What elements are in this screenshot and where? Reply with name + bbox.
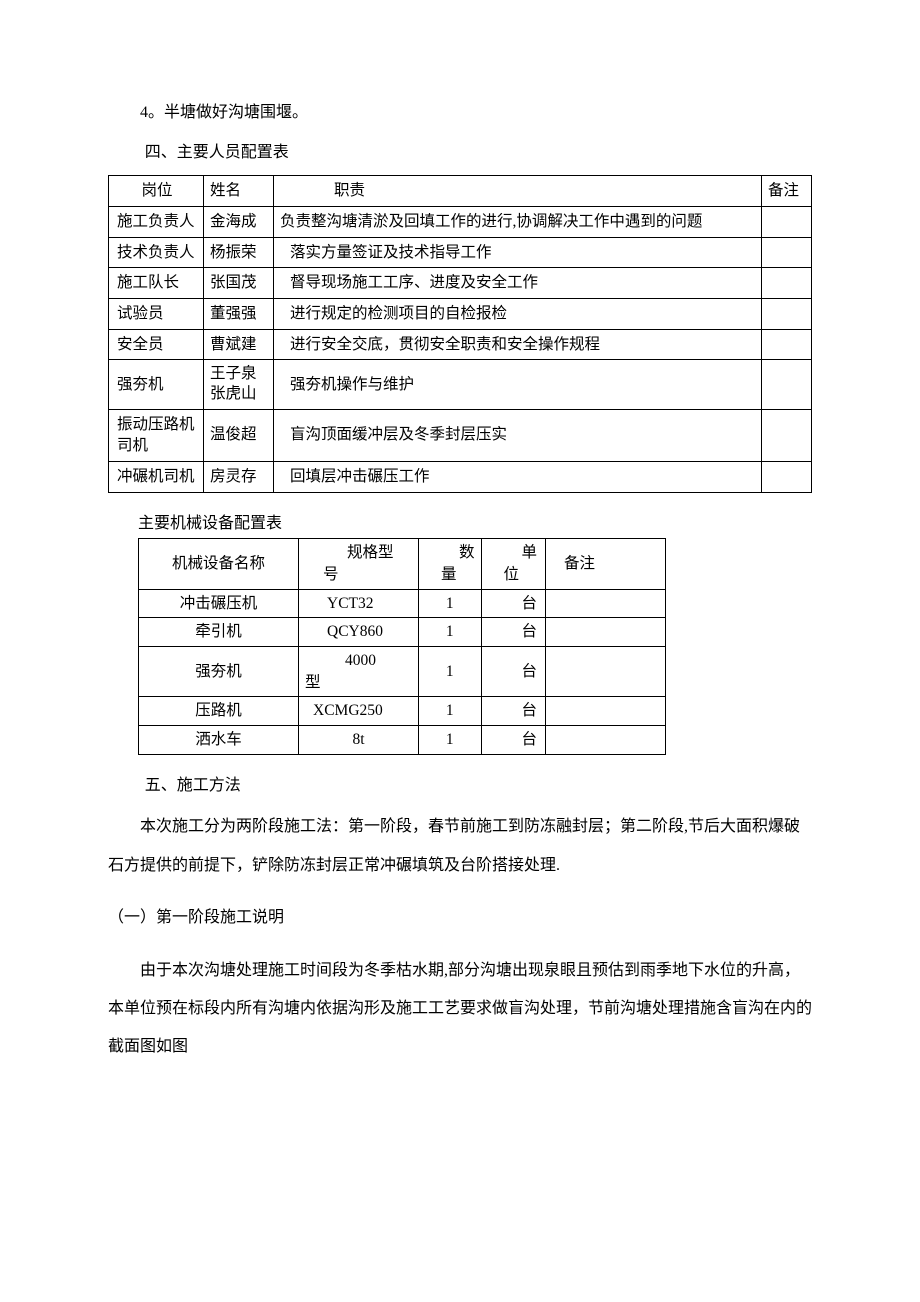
cell-duty: 回填层冲击碾压工作 bbox=[274, 461, 762, 492]
th-model-l1: 规格型 bbox=[323, 544, 394, 561]
cell-unit: 台 bbox=[481, 589, 546, 618]
cell-note bbox=[762, 409, 812, 461]
section-4-title: 四、主要人员配置表 bbox=[108, 140, 812, 166]
table-header-row: 岗位 姓名 职责 备注 bbox=[109, 176, 812, 207]
th-qty: 数量 bbox=[419, 539, 482, 589]
subsection-1-para: 由于本次沟塘处理施工时间段为冬季枯水期,部分沟塘出现泉眼且预估到雨季地下水位的升… bbox=[108, 952, 812, 1067]
cell-note bbox=[762, 298, 812, 329]
equipment-table: 机械设备名称 规格型号 数量 单位 备注 冲击碾压机 YCT32 1 台 牵引机… bbox=[138, 538, 666, 755]
table-row: 冲击碾压机 YCT32 1 台 bbox=[139, 589, 666, 618]
cell-qty: 1 bbox=[419, 726, 482, 755]
cell-unit: 台 bbox=[481, 618, 546, 647]
cell-position: 施工负责人 bbox=[109, 206, 204, 237]
personnel-table: 岗位 姓名 职责 备注 施工负责人 金海成 负责整沟塘清淤及回填工作的进行,协调… bbox=[108, 175, 812, 492]
cell-duty: 盲沟顶面缓冲层及冬季封层压实 bbox=[274, 409, 762, 461]
cell-model: XCMG250 bbox=[299, 697, 419, 726]
cell-model: 8t bbox=[299, 726, 419, 755]
cell-model-l1: 4000 bbox=[305, 652, 376, 669]
subsection-1-title: （一）第一阶段施工说明 bbox=[108, 899, 812, 937]
cell-position: 安全员 bbox=[109, 329, 204, 360]
table-row: 技术负责人 杨振荣 落实方量签证及技术指导工作 bbox=[109, 237, 812, 268]
th-duty: 职责 bbox=[274, 176, 762, 207]
cell-model: 4000 型 bbox=[299, 647, 419, 697]
cell-model-l2: 型 bbox=[305, 674, 321, 691]
cell-duty: 进行安全交底，贯彻安全职责和安全操作规程 bbox=[274, 329, 762, 360]
table-row: 强夯机 王子泉 张虎山 强夯机操作与维护 bbox=[109, 360, 812, 409]
table-row: 试验员 董强强 进行规定的检测项目的自检报检 bbox=[109, 298, 812, 329]
cell-position: 技术负责人 bbox=[109, 237, 204, 268]
table-row: 压路机 XCMG250 1 台 bbox=[139, 697, 666, 726]
cell-note bbox=[546, 697, 666, 726]
cell-position: 振动压路机司机 bbox=[109, 409, 204, 461]
th-model: 规格型号 bbox=[299, 539, 419, 589]
th-unit-l1: 单 bbox=[504, 544, 538, 561]
table-row: 振动压路机司机 温俊超 盲沟顶面缓冲层及冬季封层压实 bbox=[109, 409, 812, 461]
table-row: 施工负责人 金海成 负责整沟塘清淤及回填工作的进行,协调解决工作中遇到的问题 bbox=[109, 206, 812, 237]
cell-name: 金海成 bbox=[204, 206, 274, 237]
cell-note bbox=[762, 329, 812, 360]
cell-name: 杨振荣 bbox=[204, 237, 274, 268]
cell-position: 施工队长 bbox=[109, 268, 204, 299]
cell-name: 房灵存 bbox=[204, 461, 274, 492]
th-qty-l2: 量 bbox=[441, 566, 457, 583]
cell-name: 曹斌建 bbox=[204, 329, 274, 360]
th-note: 备注 bbox=[762, 176, 812, 207]
cell-qty: 1 bbox=[419, 697, 482, 726]
table-row: 冲碾机司机 房灵存 回填层冲击碾压工作 bbox=[109, 461, 812, 492]
th-model-l2: 号 bbox=[323, 566, 339, 583]
cell-note bbox=[762, 206, 812, 237]
cell-eqname: 强夯机 bbox=[139, 647, 299, 697]
th-name: 姓名 bbox=[204, 176, 274, 207]
cell-eqname: 压路机 bbox=[139, 697, 299, 726]
cell-note bbox=[546, 726, 666, 755]
table-row: 强夯机 4000 型 1 台 bbox=[139, 647, 666, 697]
section-5-title: 五、施工方法 bbox=[108, 773, 812, 799]
cell-unit: 台 bbox=[481, 647, 546, 697]
section-5-para-1: 本次施工分为两阶段施工法：第一阶段，春节前施工到防冻融封层；第二阶段,节后大面积… bbox=[108, 808, 812, 885]
th-eqname: 机械设备名称 bbox=[139, 539, 299, 589]
cell-eqname: 牵引机 bbox=[139, 618, 299, 647]
cell-note bbox=[762, 237, 812, 268]
table-row: 施工队长 张国茂 督导现场施工工序、进度及安全工作 bbox=[109, 268, 812, 299]
cell-name: 张国茂 bbox=[204, 268, 274, 299]
equipment-table-title: 主要机械设备配置表 bbox=[138, 511, 812, 537]
table-row: 安全员 曹斌建 进行安全交底，贯彻安全职责和安全操作规程 bbox=[109, 329, 812, 360]
th-note: 备注 bbox=[546, 539, 666, 589]
cell-unit: 台 bbox=[481, 726, 546, 755]
cell-note bbox=[546, 618, 666, 647]
cell-note bbox=[546, 647, 666, 697]
cell-name: 董强强 bbox=[204, 298, 274, 329]
cell-qty: 1 bbox=[419, 589, 482, 618]
cell-duty: 督导现场施工工序、进度及安全工作 bbox=[274, 268, 762, 299]
cell-eqname: 洒水车 bbox=[139, 726, 299, 755]
th-position: 岗位 bbox=[109, 176, 204, 207]
cell-qty: 1 bbox=[419, 647, 482, 697]
cell-model: QCY860 bbox=[299, 618, 419, 647]
cell-duty: 落实方量签证及技术指导工作 bbox=[274, 237, 762, 268]
th-unit-l2: 位 bbox=[504, 566, 520, 583]
cell-name: 王子泉 张虎山 bbox=[204, 360, 274, 409]
cell-note bbox=[762, 268, 812, 299]
cell-position: 试验员 bbox=[109, 298, 204, 329]
th-unit: 单位 bbox=[481, 539, 546, 589]
table-row: 洒水车 8t 1 台 bbox=[139, 726, 666, 755]
cell-unit: 台 bbox=[481, 697, 546, 726]
table-header-row: 机械设备名称 规格型号 数量 单位 备注 bbox=[139, 539, 666, 589]
table-row: 牵引机 QCY860 1 台 bbox=[139, 618, 666, 647]
th-qty-l1: 数 bbox=[441, 544, 475, 561]
cell-name: 温俊超 bbox=[204, 409, 274, 461]
cell-duty: 进行规定的检测项目的自检报检 bbox=[274, 298, 762, 329]
cell-model: YCT32 bbox=[299, 589, 419, 618]
cell-note bbox=[762, 360, 812, 409]
cell-position: 冲碾机司机 bbox=[109, 461, 204, 492]
cell-note bbox=[762, 461, 812, 492]
cell-note bbox=[546, 589, 666, 618]
cell-duty: 强夯机操作与维护 bbox=[274, 360, 762, 409]
cell-qty: 1 bbox=[419, 618, 482, 647]
cell-duty: 负责整沟塘清淤及回填工作的进行,协调解决工作中遇到的问题 bbox=[274, 206, 762, 237]
paragraph-item-4: 4。半塘做好沟塘围堰。 bbox=[108, 100, 812, 126]
cell-eqname: 冲击碾压机 bbox=[139, 589, 299, 618]
cell-position: 强夯机 bbox=[109, 360, 204, 409]
